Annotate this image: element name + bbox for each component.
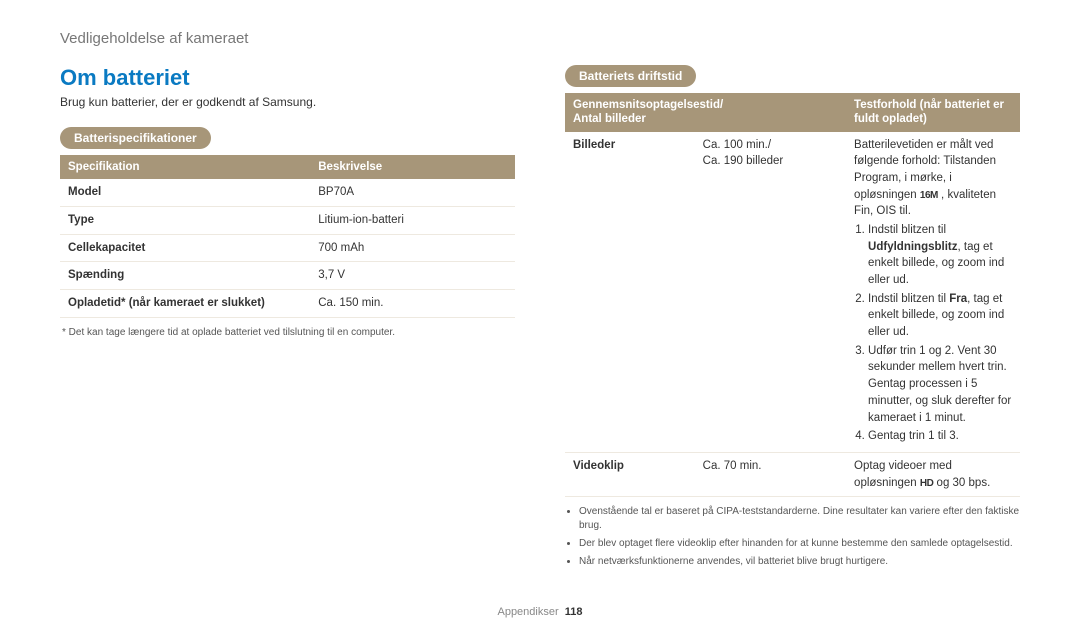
spec-table: Specifikation Beskrivelse ModelBP70A Typ… — [60, 155, 515, 318]
step-text: Indstil blitzen til — [868, 293, 949, 305]
rt-step: Udfør trin 1 og 2. Vent 30 sekunder mell… — [868, 343, 1012, 426]
step-bold: Udfyldningsblitz — [868, 241, 957, 253]
rt-cell-cond: Optag videoer med opløsningen HD og 30 b… — [846, 452, 1020, 496]
spec-note: * Det kan tage længere tid at oplade bat… — [60, 326, 515, 340]
step-text: Indstil blitzen til — [868, 224, 946, 236]
runtime-table: Gennemsnitsoptagelsestid/ Antal billeder… — [565, 93, 1020, 497]
runtime-notes: Ovenstående tal er baseret på CIPA-tests… — [565, 505, 1020, 569]
spec-cell: 700 mAh — [310, 234, 515, 262]
note-item: Der blev optaget flere videoklip efter h… — [579, 537, 1020, 551]
right-column: Batteriets driftstid Gennemsnitsoptagels… — [565, 65, 1020, 573]
spec-cell: Ca. 150 min. — [310, 290, 515, 318]
spec-cell: 3,7 V — [310, 262, 515, 290]
note-item: Ovenstående tal er baseret på CIPA-tests… — [579, 505, 1020, 533]
rt-th-0: Gennemsnitsoptagelsestid/ Antal billeder — [565, 93, 846, 132]
spec-th-1: Beskrivelse — [310, 155, 515, 179]
page-header: Vedligeholdelse af kameraet — [60, 30, 1020, 47]
rt-cond-text: og 30 bps. — [933, 477, 990, 489]
spec-pill: Batterispecifikationer — [60, 127, 211, 149]
spec-cell: Type — [60, 207, 310, 235]
rt-cell-value: Ca. 70 min. — [695, 452, 846, 496]
page-number: 118 — [565, 606, 583, 618]
rt-cell-cond: Batterilevetiden er målt ved følgende fo… — [846, 132, 1020, 453]
spec-cell: Model — [60, 179, 310, 206]
rt-step: Gentag trin 1 til 3. — [868, 428, 1012, 445]
step-bold: Fra — [949, 293, 967, 305]
hd-icon: HD — [920, 477, 933, 492]
section-title: Om batteriet — [60, 65, 515, 91]
note-item: Når netværksfunktionerne anvendes, vil b… — [579, 555, 1020, 569]
spec-cell: Litium-ion-batteri — [310, 207, 515, 235]
footer-label: Appendikser — [497, 606, 558, 618]
runtime-pill: Batteriets driftstid — [565, 65, 696, 87]
page-footer: Appendikser 118 — [0, 606, 1080, 618]
spec-th-0: Specifikation — [60, 155, 310, 179]
rt-th-0a: Gennemsnitsoptagelsestid/ — [573, 99, 723, 111]
spec-cell: Spænding — [60, 262, 310, 290]
rt-step: Indstil blitzen til Fra, tag et enkelt b… — [868, 291, 1012, 341]
spec-cell: BP70A — [310, 179, 515, 206]
rt-steps: Indstil blitzen til Udfyldningsblitz, ta… — [854, 222, 1012, 445]
rt-th-1: Testforhold (når batteriet er fuldt opla… — [846, 93, 1020, 132]
resolution-icon: 16M — [920, 189, 938, 204]
rt-step: Indstil blitzen til Udfyldningsblitz, ta… — [868, 222, 1012, 289]
left-column: Om batteriet Brug kun batterier, der er … — [60, 65, 515, 573]
rt-th-0b: Antal billeder — [573, 113, 646, 125]
spec-cell: Opladetid* (når kameraet er slukket) — [60, 290, 310, 318]
rt-cell-value: Ca. 100 min./ Ca. 190 billeder — [695, 132, 846, 453]
spec-cell: Cellekapacitet — [60, 234, 310, 262]
intro-text: Brug kun batterier, der er godkendt af S… — [60, 95, 515, 109]
rt-cell-label: Videoklip — [565, 452, 695, 496]
rt-cell-label: Billeder — [565, 132, 695, 453]
